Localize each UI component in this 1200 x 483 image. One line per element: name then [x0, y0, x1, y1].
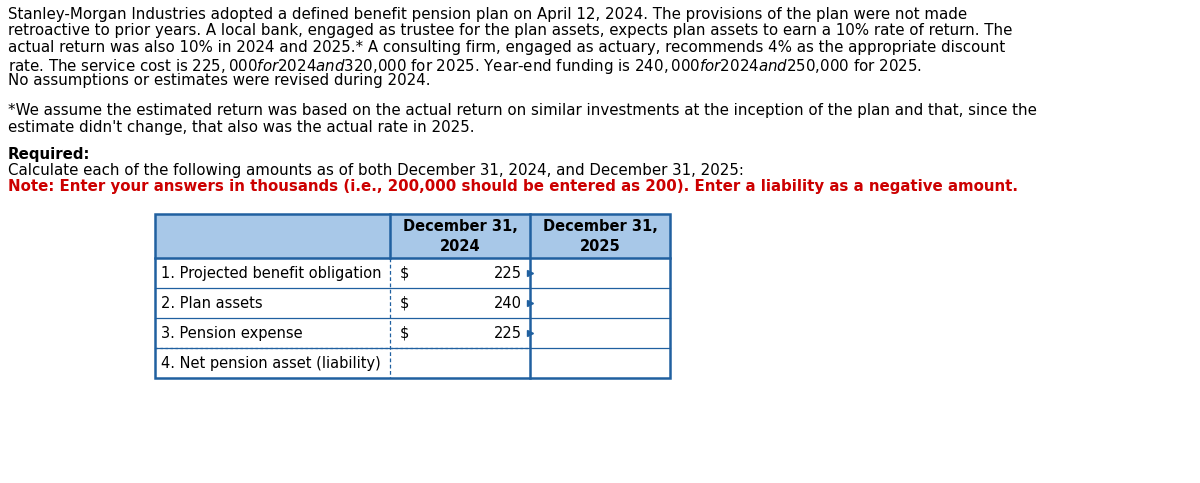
Text: December 31,
2025: December 31, 2025	[542, 219, 658, 254]
Text: 225: 225	[494, 266, 522, 281]
Text: Calculate each of the following amounts as of both December 31, 2024, and Decemb: Calculate each of the following amounts …	[8, 163, 744, 178]
Text: estimate didn't change, that also was the actual rate in 2025.: estimate didn't change, that also was th…	[8, 120, 474, 135]
Text: *We assume the estimated return was based on the actual return on similar invest: *We assume the estimated return was base…	[8, 103, 1037, 118]
Text: 240: 240	[494, 296, 522, 311]
Text: Stanley-Morgan Industries adopted a defined benefit pension plan on April 12, 20: Stanley-Morgan Industries adopted a defi…	[8, 7, 967, 22]
Text: 1. Projected benefit obligation: 1. Projected benefit obligation	[161, 266, 382, 281]
Text: actual return was also 10% in 2024 and 2025.* A consulting firm, engaged as actu: actual return was also 10% in 2024 and 2…	[8, 40, 1006, 55]
Text: No assumptions or estimates were revised during 2024.: No assumptions or estimates were revised…	[8, 73, 431, 88]
Text: 225: 225	[494, 326, 522, 341]
Text: $: $	[400, 266, 409, 281]
Text: 2. Plan assets: 2. Plan assets	[161, 296, 263, 311]
Bar	[155, 214, 670, 378]
Text: Note: Enter your answers in thousands (i.e., 200,000 should be entered as 200). : Note: Enter your answers in thousands (i…	[8, 180, 1018, 195]
Text: 4. Net pension asset (liability): 4. Net pension asset (liability)	[161, 356, 380, 371]
Text: 3. Pension expense: 3. Pension expense	[161, 326, 302, 341]
Text: $: $	[400, 326, 409, 341]
Text: rate. The service cost is $225,000 for 2024 and $320,000 for 2025. Year-end fund: rate. The service cost is $225,000 for 2…	[8, 57, 922, 75]
Text: Required:: Required:	[8, 146, 90, 161]
Bar	[155, 214, 670, 258]
Text: December 31,
2024: December 31, 2024	[402, 219, 517, 254]
Text: $: $	[400, 296, 409, 311]
Text: retroactive to prior years. A local bank, engaged as trustee for the plan assets: retroactive to prior years. A local bank…	[8, 24, 1013, 39]
